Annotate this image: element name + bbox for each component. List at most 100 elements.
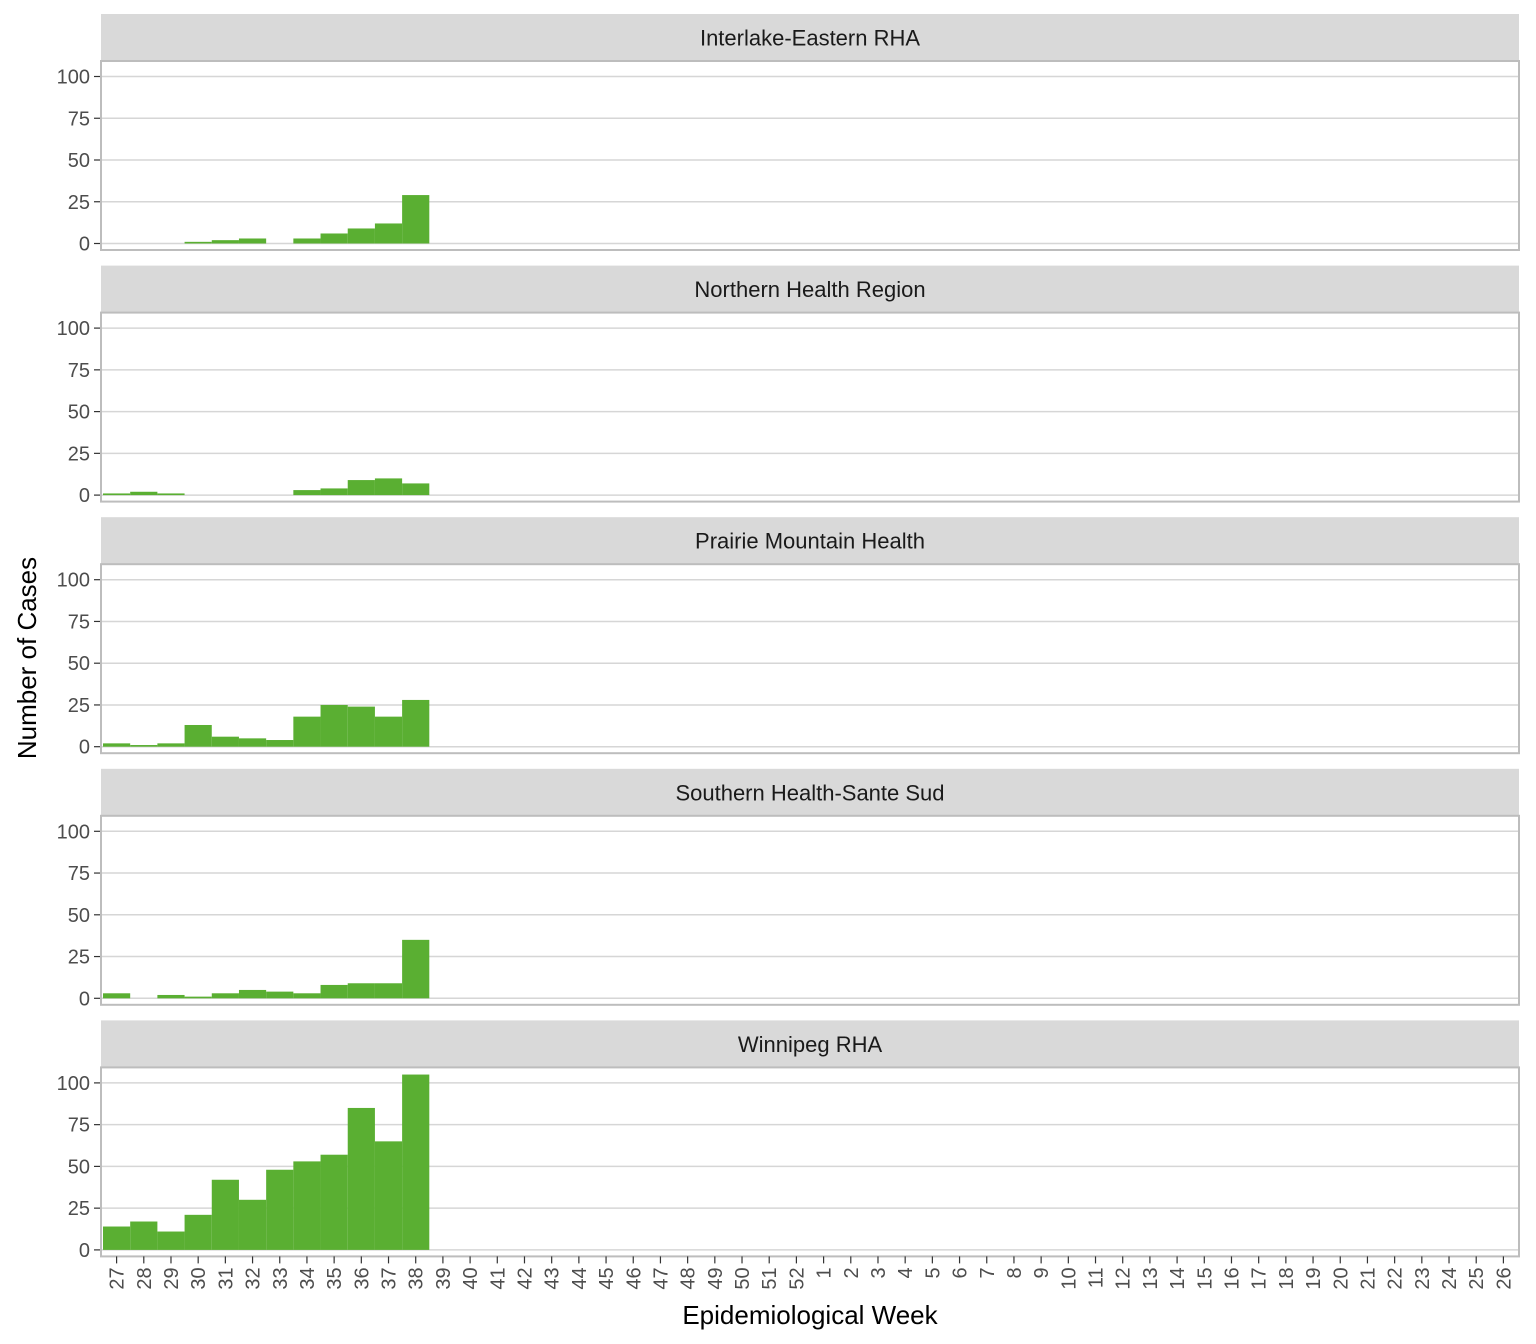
y-tick-label: 100: [57, 67, 90, 89]
bar: [266, 1169, 294, 1250]
x-tick-label: 21: [1357, 1267, 1379, 1289]
y-tick-label: 0: [79, 485, 90, 507]
plot-area: [101, 312, 1519, 502]
bar: [238, 989, 267, 999]
bar: [266, 991, 294, 999]
x-tick-label: 34: [297, 1267, 319, 1289]
bar: [211, 993, 239, 999]
x-tick-label: 51: [759, 1267, 781, 1289]
bar: [157, 1231, 185, 1250]
panel-border: [100, 1066, 1520, 1258]
bar: [374, 716, 403, 747]
x-tick-label: 11: [1086, 1267, 1108, 1288]
x-tick-label: 35: [324, 1267, 346, 1289]
x-tick-label: 24: [1439, 1267, 1461, 1289]
x-tick-label: 17: [1249, 1267, 1271, 1289]
bar: [293, 238, 321, 244]
facet-strip-title: Winnipeg RHA: [738, 1032, 883, 1057]
panel-border: [100, 563, 1520, 755]
x-tick-label: 18: [1276, 1267, 1298, 1289]
bar: [402, 939, 430, 999]
y-tick-label: 25: [68, 695, 90, 717]
facet-strip: [101, 768, 1519, 816]
plot-area: [101, 61, 1519, 250]
x-tick-label: 31: [215, 1267, 237, 1289]
x-tick-label: 46: [623, 1267, 645, 1289]
x-tick-label: 30: [188, 1267, 210, 1289]
x-tick-label: 47: [650, 1267, 672, 1289]
x-axis: 27 28 29 30 31 32 33 34 35 36 37 38 39 40 41 42 43 44 45 46…: [107, 1256, 1515, 1290]
x-tick-label: 1: [814, 1267, 836, 1278]
x-tick-label: 12: [1113, 1267, 1135, 1289]
y-tick-label: 0: [79, 234, 90, 256]
bar: [374, 1141, 403, 1250]
y-tick-label: 50: [68, 1156, 90, 1178]
bar: [374, 983, 403, 999]
x-tick-label: 6: [950, 1267, 972, 1278]
bar: [266, 740, 294, 747]
y-tick-label: 75: [68, 863, 90, 885]
y-tick-label: 0: [79, 1240, 90, 1262]
bar: [402, 483, 430, 496]
y-axis-title: Number of Cases: [12, 557, 42, 759]
bar: [103, 1226, 131, 1250]
x-tick-label: 19: [1303, 1267, 1325, 1289]
bar: [320, 704, 348, 747]
x-tick-label: 13: [1140, 1267, 1162, 1289]
x-tick-label: 27: [107, 1267, 129, 1289]
bar: [320, 1154, 348, 1250]
panel-border: [100, 814, 1520, 1006]
bar: [211, 1179, 239, 1250]
x-tick-label: 42: [514, 1267, 536, 1289]
y-tick-label: 75: [68, 1115, 90, 1137]
bar: [238, 238, 267, 244]
x-tick-label: 3: [868, 1267, 890, 1278]
y-tick-label: 0: [79, 988, 90, 1010]
x-tick-label: 41: [487, 1267, 509, 1289]
x-tick-label: 5: [922, 1267, 944, 1278]
bar: [103, 743, 131, 747]
bar: [238, 1199, 267, 1250]
x-tick-label: 16: [1221, 1267, 1243, 1289]
x-axis-title: Epidemiological Week: [682, 1300, 938, 1330]
x-tick-label: 26: [1493, 1267, 1515, 1289]
x-tick-label: 32: [243, 1267, 265, 1289]
bar: [130, 491, 158, 496]
facet-panel: Southern Health-Sante Sud 0 25 50 75 100: [57, 768, 1520, 1010]
bar: [347, 1107, 375, 1250]
bar: [157, 743, 185, 747]
facet-panel: Winnipeg RHA 0 25 50 75 100: [57, 1020, 1520, 1262]
bar: [402, 1074, 430, 1250]
y-tick-label: 25: [68, 947, 90, 969]
bar: [211, 736, 239, 747]
bar: [347, 228, 375, 244]
y-tick-label: 100: [57, 1073, 90, 1095]
bar: [238, 738, 267, 747]
x-tick-label: 7: [977, 1267, 999, 1278]
facet-strip-title: Prairie Mountain Health: [695, 529, 925, 554]
facet-strip-title: Southern Health-Sante Sud: [675, 780, 944, 805]
bar: [184, 724, 212, 747]
bar: [320, 233, 348, 244]
bar: [293, 1161, 321, 1250]
y-tick-label: 0: [79, 737, 90, 759]
x-tick-label: 25: [1466, 1267, 1488, 1289]
bar: [184, 241, 212, 244]
x-tick-label: 37: [379, 1267, 401, 1289]
x-tick-label: 15: [1194, 1267, 1216, 1289]
bar: [103, 993, 131, 999]
y-tick-label: 75: [68, 611, 90, 633]
facet-strip: [101, 517, 1519, 565]
bar: [293, 716, 321, 747]
facet-strip: [101, 265, 1519, 313]
x-tick-label: 23: [1412, 1267, 1434, 1289]
y-tick-label: 100: [57, 821, 90, 843]
y-tick-label: 50: [68, 402, 90, 424]
bar: [130, 745, 158, 747]
x-tick-label: 44: [569, 1267, 591, 1289]
bar: [320, 984, 348, 999]
facet-panel: Prairie Mountain Health 0 25 50 75 100: [57, 517, 1520, 759]
plot-area: [101, 815, 1519, 1005]
bar: [402, 195, 430, 244]
